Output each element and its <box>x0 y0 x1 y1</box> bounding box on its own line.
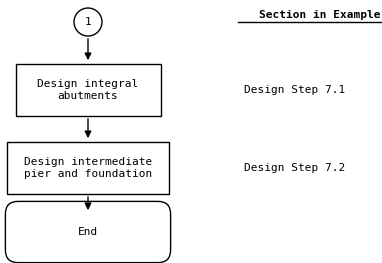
Text: 1: 1 <box>85 17 91 27</box>
Ellipse shape <box>74 8 102 36</box>
Text: Section in Example: Section in Example <box>259 10 381 20</box>
Text: Design intermediate
pier and foundation: Design intermediate pier and foundation <box>24 157 152 179</box>
Bar <box>7 142 169 194</box>
Text: End: End <box>78 227 98 237</box>
Text: Design Step 7.1: Design Step 7.1 <box>244 85 346 95</box>
Text: Design integral
abutments: Design integral abutments <box>37 79 139 101</box>
Bar <box>16 64 160 116</box>
Text: Design Step 7.2: Design Step 7.2 <box>244 163 346 173</box>
FancyBboxPatch shape <box>5 201 171 262</box>
